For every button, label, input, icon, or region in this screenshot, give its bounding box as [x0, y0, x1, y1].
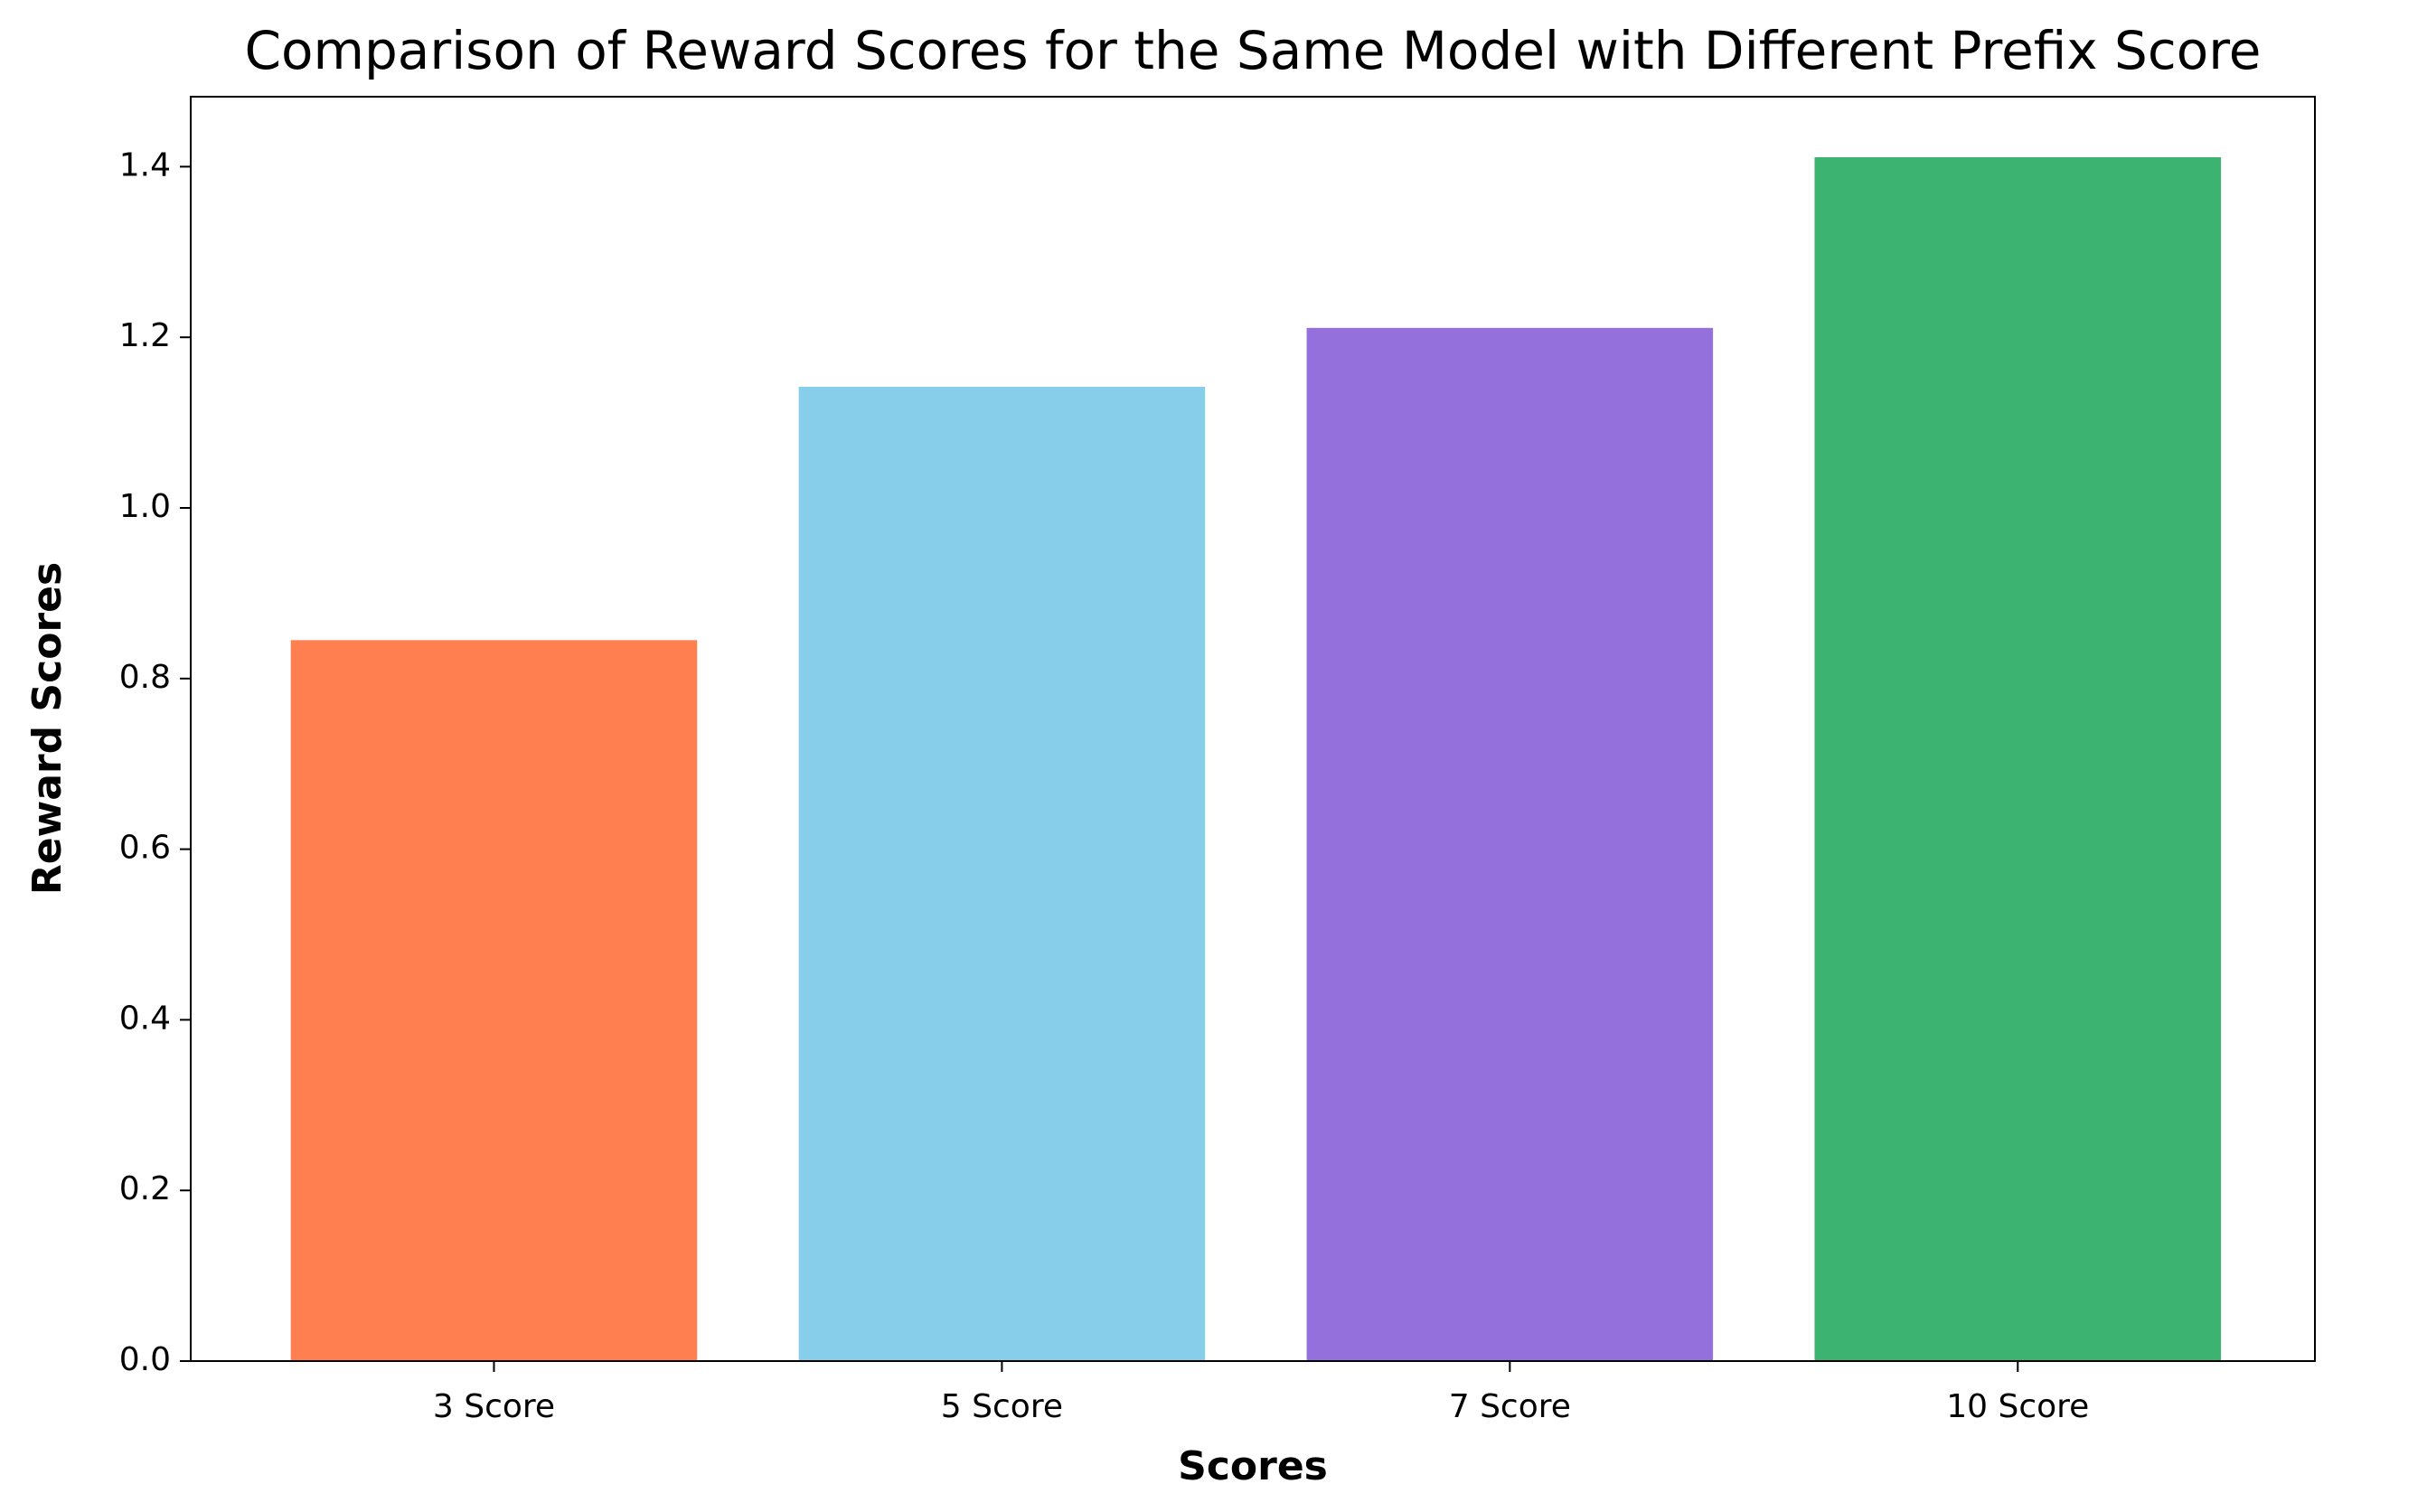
- y-tick-label: 1.2: [119, 317, 171, 354]
- y-tick-label: 1.4: [119, 146, 171, 183]
- x-tick-label: 5 Score: [941, 1388, 1063, 1425]
- plot-frame: [190, 96, 2316, 1362]
- bar: [290, 640, 698, 1361]
- bar: [1306, 327, 1714, 1362]
- bar: [1814, 157, 2222, 1361]
- x-tick-label: 10 Score: [1946, 1388, 2089, 1425]
- x-tick-label: 3 Score: [433, 1388, 555, 1425]
- y-tick-label: 0.4: [119, 1000, 171, 1037]
- y-tick-label: 0.2: [119, 1170, 171, 1207]
- bar: [798, 386, 1206, 1362]
- y-tick-label: 1.0: [119, 488, 171, 525]
- y-tick-label: 0.0: [119, 1341, 171, 1378]
- chart-title: Comparison of Reward Scores for the Same…: [245, 20, 2262, 81]
- x-tick-label: 7 Score: [1449, 1388, 1571, 1425]
- y-axis-title: Reward Scores: [24, 562, 71, 895]
- y-tick-label: 0.8: [119, 659, 171, 696]
- y-tick-label: 0.6: [119, 830, 171, 867]
- x-axis-title: Scores: [1178, 1443, 1328, 1489]
